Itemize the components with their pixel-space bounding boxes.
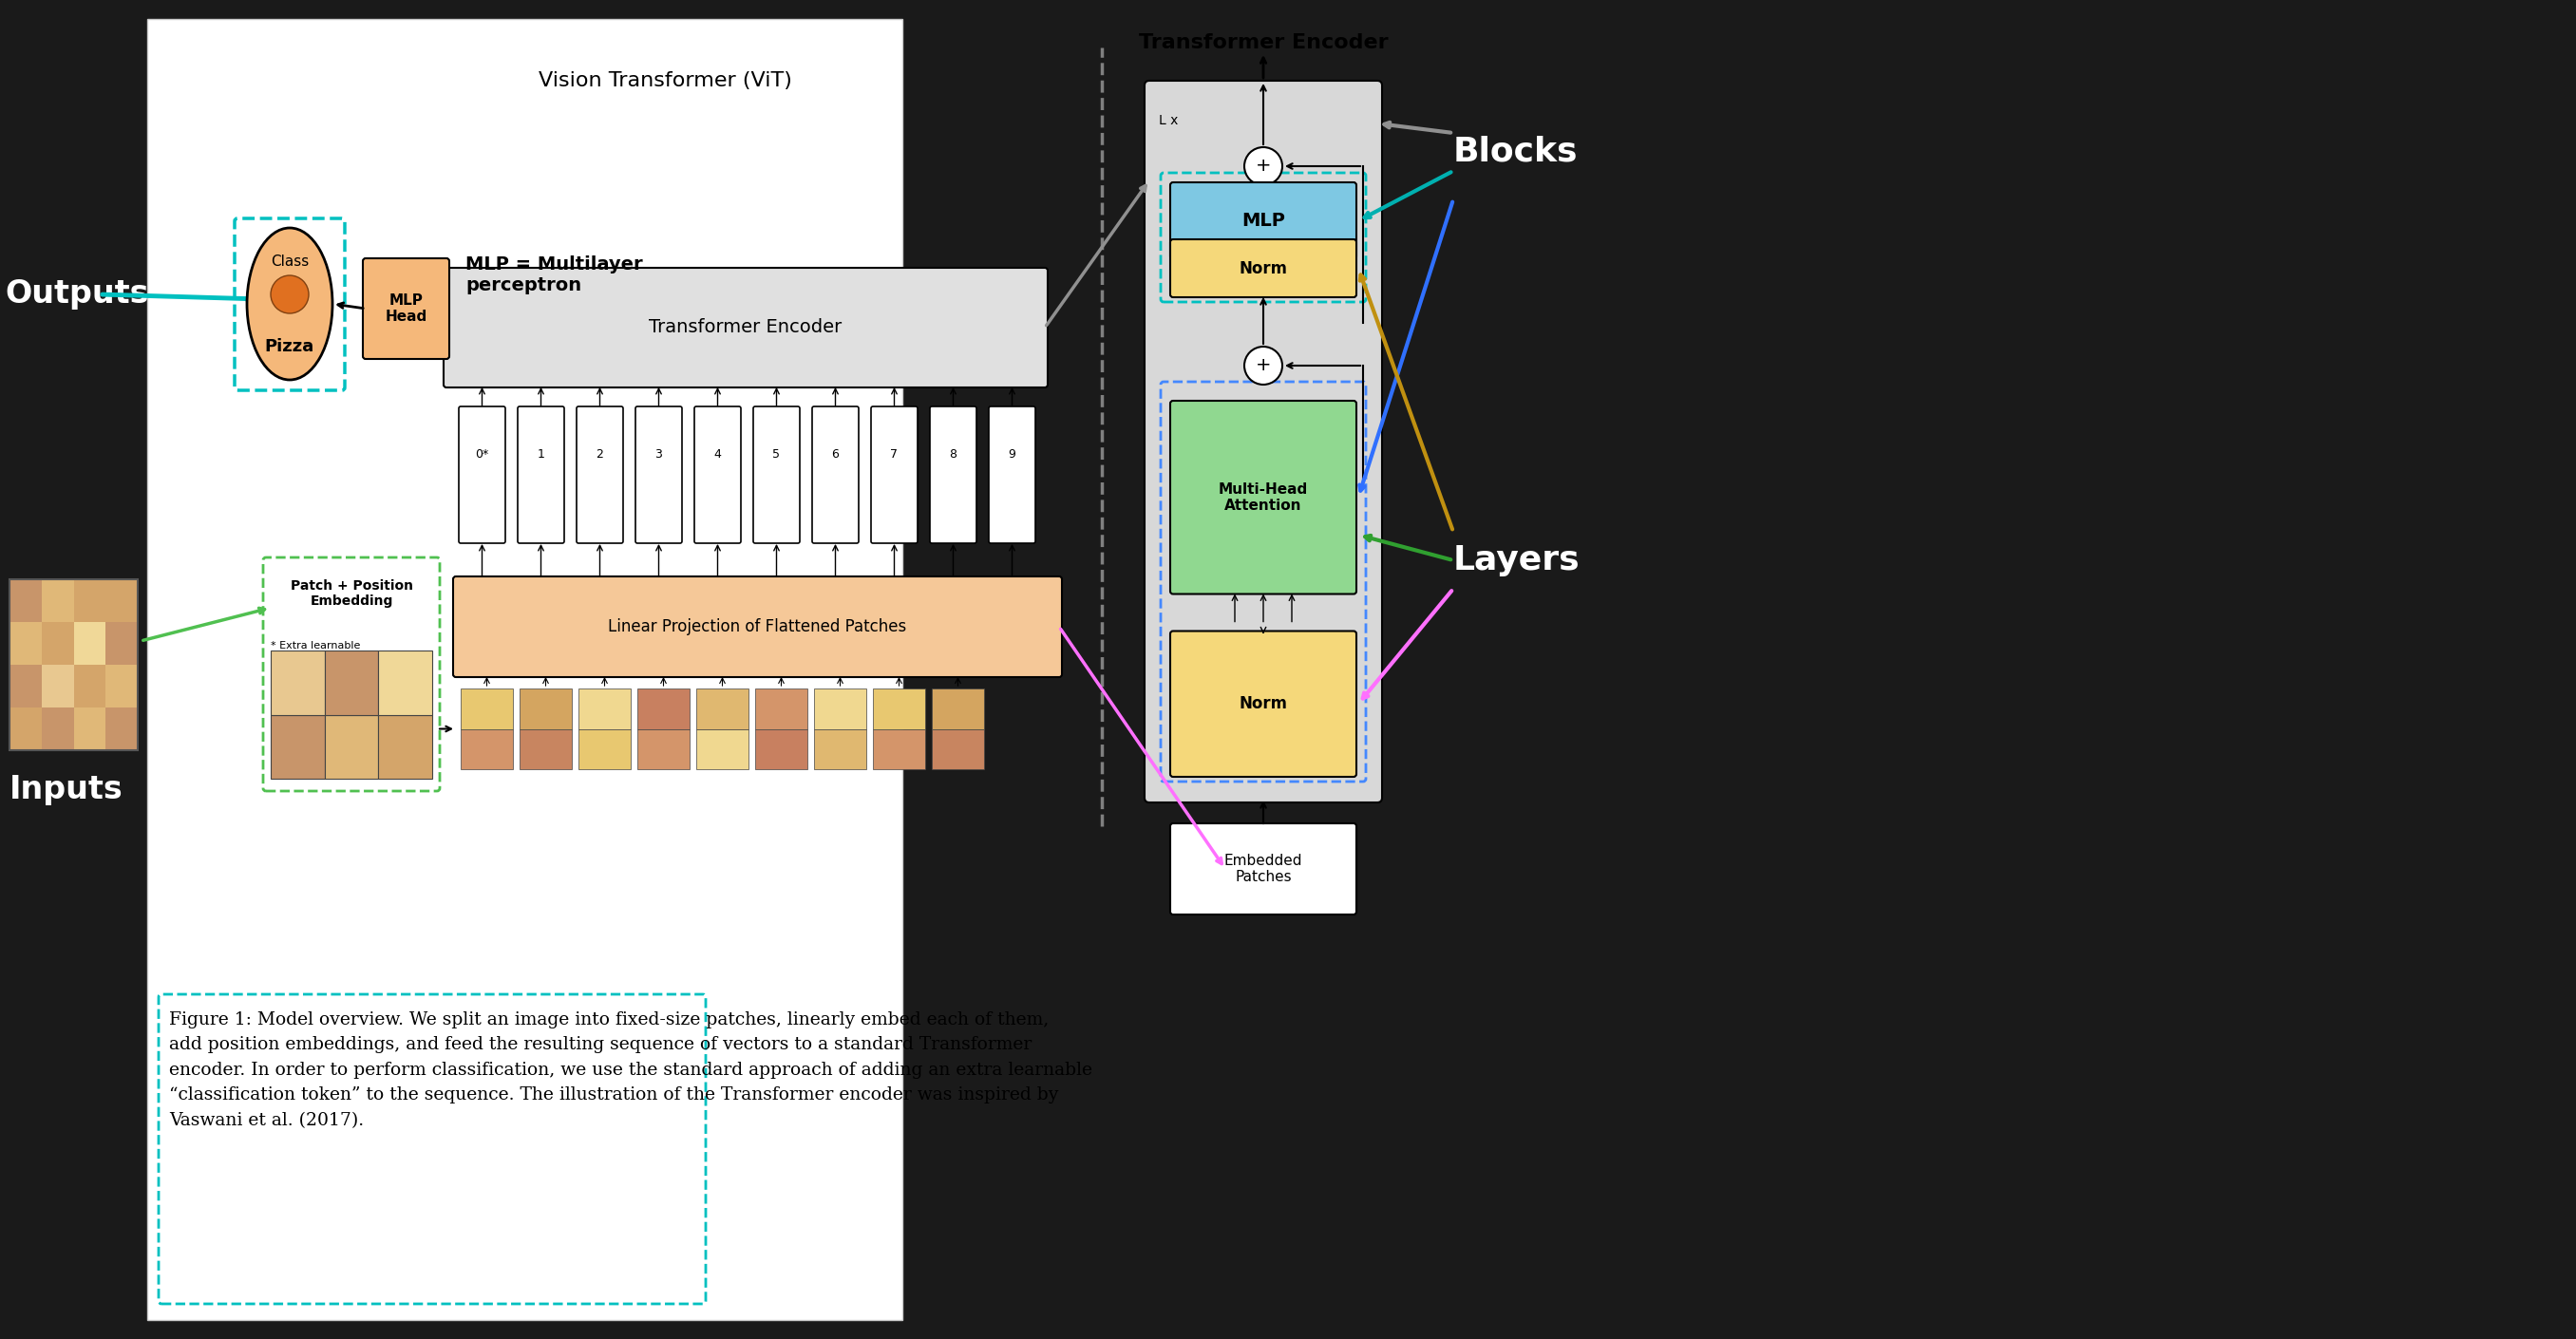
Circle shape: [1244, 347, 1283, 384]
FancyBboxPatch shape: [636, 688, 690, 728]
FancyBboxPatch shape: [696, 688, 750, 728]
FancyBboxPatch shape: [461, 728, 513, 769]
Text: Class: Class: [270, 254, 309, 268]
FancyBboxPatch shape: [106, 580, 137, 623]
FancyBboxPatch shape: [147, 19, 902, 1320]
FancyBboxPatch shape: [379, 715, 433, 779]
Text: 8: 8: [951, 449, 956, 461]
FancyBboxPatch shape: [580, 728, 631, 769]
FancyBboxPatch shape: [752, 407, 799, 544]
Text: 6: 6: [832, 449, 840, 461]
FancyBboxPatch shape: [1170, 400, 1358, 595]
FancyBboxPatch shape: [106, 623, 137, 664]
Text: Norm: Norm: [1239, 695, 1288, 712]
Text: Transformer Encoder: Transformer Encoder: [1139, 33, 1388, 52]
Text: 5: 5: [773, 449, 781, 461]
Circle shape: [270, 276, 309, 313]
Circle shape: [1244, 147, 1283, 185]
FancyBboxPatch shape: [363, 258, 448, 359]
FancyBboxPatch shape: [75, 580, 106, 623]
FancyBboxPatch shape: [636, 407, 683, 544]
FancyBboxPatch shape: [263, 557, 440, 791]
Text: 3: 3: [654, 449, 662, 461]
FancyBboxPatch shape: [10, 623, 41, 664]
FancyBboxPatch shape: [755, 688, 806, 728]
FancyBboxPatch shape: [1170, 631, 1358, 777]
FancyBboxPatch shape: [106, 707, 137, 750]
FancyBboxPatch shape: [871, 407, 917, 544]
FancyBboxPatch shape: [75, 623, 106, 664]
Text: Linear Projection of Flattened Patches: Linear Projection of Flattened Patches: [608, 619, 907, 635]
FancyBboxPatch shape: [10, 580, 41, 623]
FancyBboxPatch shape: [873, 728, 925, 769]
FancyBboxPatch shape: [10, 707, 41, 750]
Text: 2: 2: [595, 449, 603, 461]
FancyBboxPatch shape: [1170, 182, 1358, 260]
FancyBboxPatch shape: [577, 407, 623, 544]
FancyBboxPatch shape: [41, 623, 75, 664]
Text: MLP = Multilayer
perceptron: MLP = Multilayer perceptron: [466, 256, 641, 295]
Text: Outputs: Outputs: [5, 279, 149, 311]
Text: 9: 9: [1007, 449, 1015, 461]
Text: Figure 1: Model overview. We split an image into fixed-size patches, linearly em: Figure 1: Model overview. We split an im…: [170, 1011, 1092, 1129]
Text: +: +: [1255, 157, 1270, 175]
FancyBboxPatch shape: [873, 688, 925, 728]
FancyBboxPatch shape: [75, 707, 106, 750]
Text: +: +: [1255, 356, 1270, 375]
FancyBboxPatch shape: [696, 407, 742, 544]
Text: Inputs: Inputs: [10, 774, 124, 805]
FancyBboxPatch shape: [520, 728, 572, 769]
FancyBboxPatch shape: [814, 688, 866, 728]
FancyBboxPatch shape: [160, 995, 706, 1304]
FancyBboxPatch shape: [520, 688, 572, 728]
FancyBboxPatch shape: [933, 728, 984, 769]
Text: MLP
Head: MLP Head: [384, 293, 428, 324]
FancyBboxPatch shape: [379, 651, 433, 715]
FancyBboxPatch shape: [1170, 240, 1358, 297]
FancyBboxPatch shape: [459, 407, 505, 544]
Text: Patch + Position
Embedding: Patch + Position Embedding: [291, 580, 412, 608]
FancyBboxPatch shape: [443, 268, 1048, 387]
Text: * Extra learnable
[class] embedding: * Extra learnable [class] embedding: [270, 641, 368, 661]
Ellipse shape: [247, 228, 332, 380]
FancyBboxPatch shape: [1144, 80, 1383, 802]
FancyBboxPatch shape: [518, 407, 564, 544]
FancyBboxPatch shape: [75, 664, 106, 707]
FancyBboxPatch shape: [41, 580, 75, 623]
Text: Vision Transformer (ViT): Vision Transformer (ViT): [538, 71, 791, 90]
Text: Blocks: Blocks: [1453, 135, 1579, 169]
Text: Pizza: Pizza: [265, 337, 314, 355]
FancyBboxPatch shape: [1170, 823, 1358, 915]
FancyBboxPatch shape: [580, 688, 631, 728]
Text: MLP: MLP: [1242, 212, 1285, 230]
FancyBboxPatch shape: [325, 715, 379, 779]
Text: L x: L x: [1159, 114, 1177, 127]
FancyBboxPatch shape: [270, 651, 325, 715]
FancyBboxPatch shape: [811, 407, 858, 544]
FancyBboxPatch shape: [106, 664, 137, 707]
FancyBboxPatch shape: [325, 651, 379, 715]
FancyBboxPatch shape: [453, 576, 1061, 678]
Text: 7: 7: [891, 449, 899, 461]
Text: 1: 1: [538, 449, 544, 461]
FancyBboxPatch shape: [933, 688, 984, 728]
FancyBboxPatch shape: [696, 728, 750, 769]
FancyBboxPatch shape: [461, 688, 513, 728]
FancyBboxPatch shape: [270, 715, 325, 779]
Text: Layers: Layers: [1453, 544, 1579, 576]
Text: Embedded
Patches: Embedded Patches: [1224, 853, 1303, 884]
FancyBboxPatch shape: [930, 407, 976, 544]
FancyBboxPatch shape: [989, 407, 1036, 544]
FancyBboxPatch shape: [636, 728, 690, 769]
Text: Norm: Norm: [1239, 260, 1288, 277]
FancyBboxPatch shape: [10, 664, 41, 707]
FancyBboxPatch shape: [755, 728, 806, 769]
FancyBboxPatch shape: [41, 664, 75, 707]
Text: Transformer Encoder: Transformer Encoder: [649, 319, 842, 336]
Text: 0*: 0*: [477, 449, 489, 461]
FancyBboxPatch shape: [41, 707, 75, 750]
Text: 4: 4: [714, 449, 721, 461]
Text: Multi-Head
Attention: Multi-Head Attention: [1218, 482, 1309, 513]
FancyBboxPatch shape: [814, 728, 866, 769]
